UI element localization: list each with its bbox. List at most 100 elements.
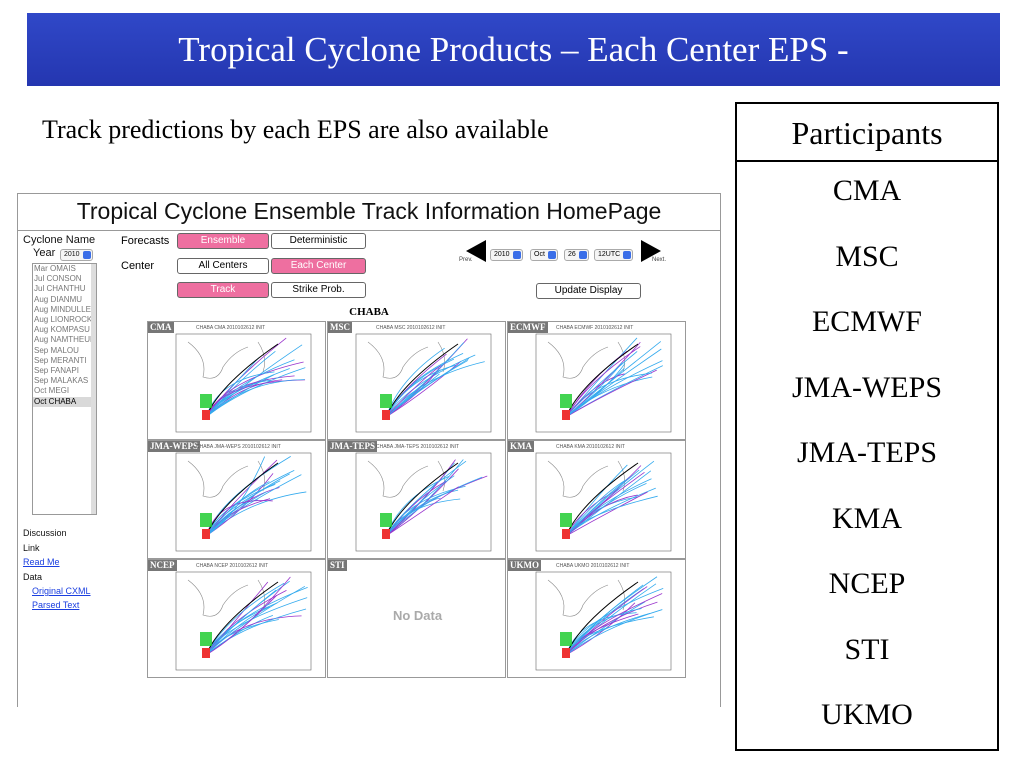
ensemble-track-line	[385, 486, 459, 537]
analysis-cluster	[560, 394, 572, 408]
panel-meta: CHABA UKMO 2010102612 INIT	[556, 563, 630, 569]
data-label: Data	[23, 572, 43, 582]
no-data-label: No Data	[392, 608, 443, 623]
panel-meta: CHABA ECMWF 2010102612 INIT	[556, 325, 634, 331]
map-frame	[175, 571, 312, 671]
panel-meta: CHABA JMA-TEPS 2010102612 INIT	[376, 444, 460, 450]
track-map-plot	[535, 571, 672, 671]
ensemble-track-line	[565, 601, 658, 656]
participant-item: ECMWF	[811, 305, 922, 338]
map-frame	[535, 333, 672, 433]
participant-item: JMA-TEPS	[796, 436, 938, 469]
track-panel-ukmo: UKMO CHABA UKMO 2010102612 INIT	[507, 559, 686, 678]
ensemble-track-line	[205, 361, 304, 418]
analysis-cluster	[380, 513, 392, 527]
map-frame	[535, 452, 672, 552]
date-day-select[interactable]: 26	[564, 249, 589, 261]
parsed-text-link[interactable]: Parsed Text	[32, 600, 80, 610]
homepage-screenshot: Tropical Cyclone Ensemble Track Informat…	[17, 193, 721, 707]
ensemble-track-line	[205, 608, 307, 656]
ensemble-track-line	[565, 469, 640, 537]
participants-header: Participants	[737, 104, 997, 162]
ensemble-track-line	[205, 474, 302, 537]
best-track-line	[565, 581, 639, 656]
cyclone-option[interactable]: Sep MALOU	[34, 345, 79, 355]
forecasts-label: Forecasts	[121, 235, 170, 247]
initial-position-cluster	[202, 648, 210, 658]
cyclone-option[interactable]: Mar OMAIS	[34, 264, 76, 273]
cyclone-option[interactable]: Aug MINDULLE	[34, 304, 91, 314]
coastline	[367, 460, 445, 498]
update-display-button[interactable]: Update Display	[536, 283, 641, 299]
panel-meta: CHABA CMA 2010102612 INIT	[196, 325, 266, 331]
best-track-line	[385, 462, 459, 537]
cyclone-option[interactable]: Jul CHANTHU	[34, 284, 86, 294]
ensemble-track-line	[565, 482, 647, 537]
analysis-cluster	[200, 632, 212, 646]
date-month-select[interactable]: Oct	[530, 249, 558, 261]
ensemble-track-line	[205, 379, 305, 418]
cyclone-option-selected[interactable]: Oct CHABA	[33, 396, 96, 407]
ensemble-track-line	[565, 369, 657, 418]
ensemble-track-line	[205, 371, 275, 418]
ensemble-track-line	[205, 367, 306, 418]
participant-item: MSC	[835, 239, 899, 273]
best-track-line	[205, 462, 279, 537]
track-panel-sti: STI No Data	[327, 559, 506, 678]
cyclone-option[interactable]: Sep MERANTI	[34, 355, 87, 365]
year-select[interactable]: 2010	[60, 249, 93, 261]
track-panel-msc: MSC CHABA MSC 2010102612 INIT	[327, 321, 506, 440]
track-panel-jma-teps: JMA-TEPS CHABA JMA-TEPS 2010102612 INIT	[327, 440, 506, 559]
ensemble-track-line	[565, 362, 623, 418]
participant-item: CMA	[832, 174, 902, 207]
cyclone-option[interactable]: Jul CONSON	[34, 274, 82, 284]
cyclone-option[interactable]: Sep FANAPI	[34, 366, 79, 376]
each-center-button[interactable]: Each Center	[271, 258, 366, 274]
initial-position-cluster	[382, 410, 390, 420]
read-me-link[interactable]: Read Me	[23, 557, 60, 567]
coastline	[547, 460, 625, 498]
year-label: Year	[33, 247, 56, 259]
panel-meta: CHABA KMA 2010102612 INIT	[556, 444, 625, 450]
ensemble-track-line	[205, 368, 290, 418]
participant-item: UKMO	[821, 698, 913, 731]
panel-tag: JMA-WEPS	[148, 441, 200, 452]
listbox-scrollbar[interactable]	[91, 264, 96, 514]
cyclone-option[interactable]: Aug NAMTHEUN	[34, 335, 96, 345]
next-arrow-icon[interactable]	[641, 240, 661, 262]
strike-prob-button[interactable]: Strike Prob.	[271, 282, 366, 298]
ensemble-track-line	[385, 475, 455, 537]
ensemble-track-line	[385, 365, 442, 418]
analysis-cluster	[380, 394, 392, 408]
ensemble-track-line	[565, 342, 641, 418]
cyclone-option[interactable]: Sep MALAKAS	[34, 376, 89, 386]
cyclone-option[interactable]: Aug DIANMU	[34, 294, 83, 304]
original-cxml-link[interactable]: Original CXML	[32, 586, 91, 596]
cyclone-option[interactable]: Oct MEGI	[34, 386, 70, 396]
analysis-cluster	[200, 513, 212, 527]
initial-position-cluster	[562, 410, 570, 420]
cyclone-option[interactable]: Aug KOMPASU	[34, 325, 90, 335]
ensemble-track-line	[565, 464, 628, 537]
discussion-label: Discussion	[23, 528, 67, 538]
prev-label: Prev.	[459, 257, 473, 263]
ensemble-track-line	[205, 491, 307, 537]
prev-arrow-icon[interactable]	[466, 240, 486, 262]
slide-title-bar: Tropical Cyclone Products – Each Center …	[27, 13, 1000, 86]
panel-tag: MSC	[328, 322, 352, 333]
ensemble-button[interactable]: Ensemble	[177, 233, 269, 249]
analysis-cluster	[560, 513, 572, 527]
deterministic-button[interactable]: Deterministic	[271, 233, 366, 249]
cyclone-listbox[interactable]: Mar OMAIS Jul CONSON Jul CHANTHU Aug DIA…	[32, 263, 97, 515]
track-button[interactable]: Track	[177, 282, 269, 298]
cyclone-option[interactable]: Aug LIONROCK	[34, 315, 93, 325]
ensemble-track-line	[205, 590, 287, 656]
date-time-select[interactable]: 12UTC	[594, 249, 634, 261]
best-track-line	[205, 343, 279, 418]
date-year-select[interactable]: 2010	[490, 249, 523, 261]
track-panel-jma-weps: JMA-WEPS CHABA JMA-WEPS 2010102612 INIT	[147, 440, 326, 559]
all-centers-button[interactable]: All Centers	[177, 258, 269, 274]
title-divider	[18, 230, 720, 231]
track-map-plot	[355, 452, 492, 552]
track-panel-ncep: NCEP CHABA NCEP 2010102612 INIT	[147, 559, 326, 678]
